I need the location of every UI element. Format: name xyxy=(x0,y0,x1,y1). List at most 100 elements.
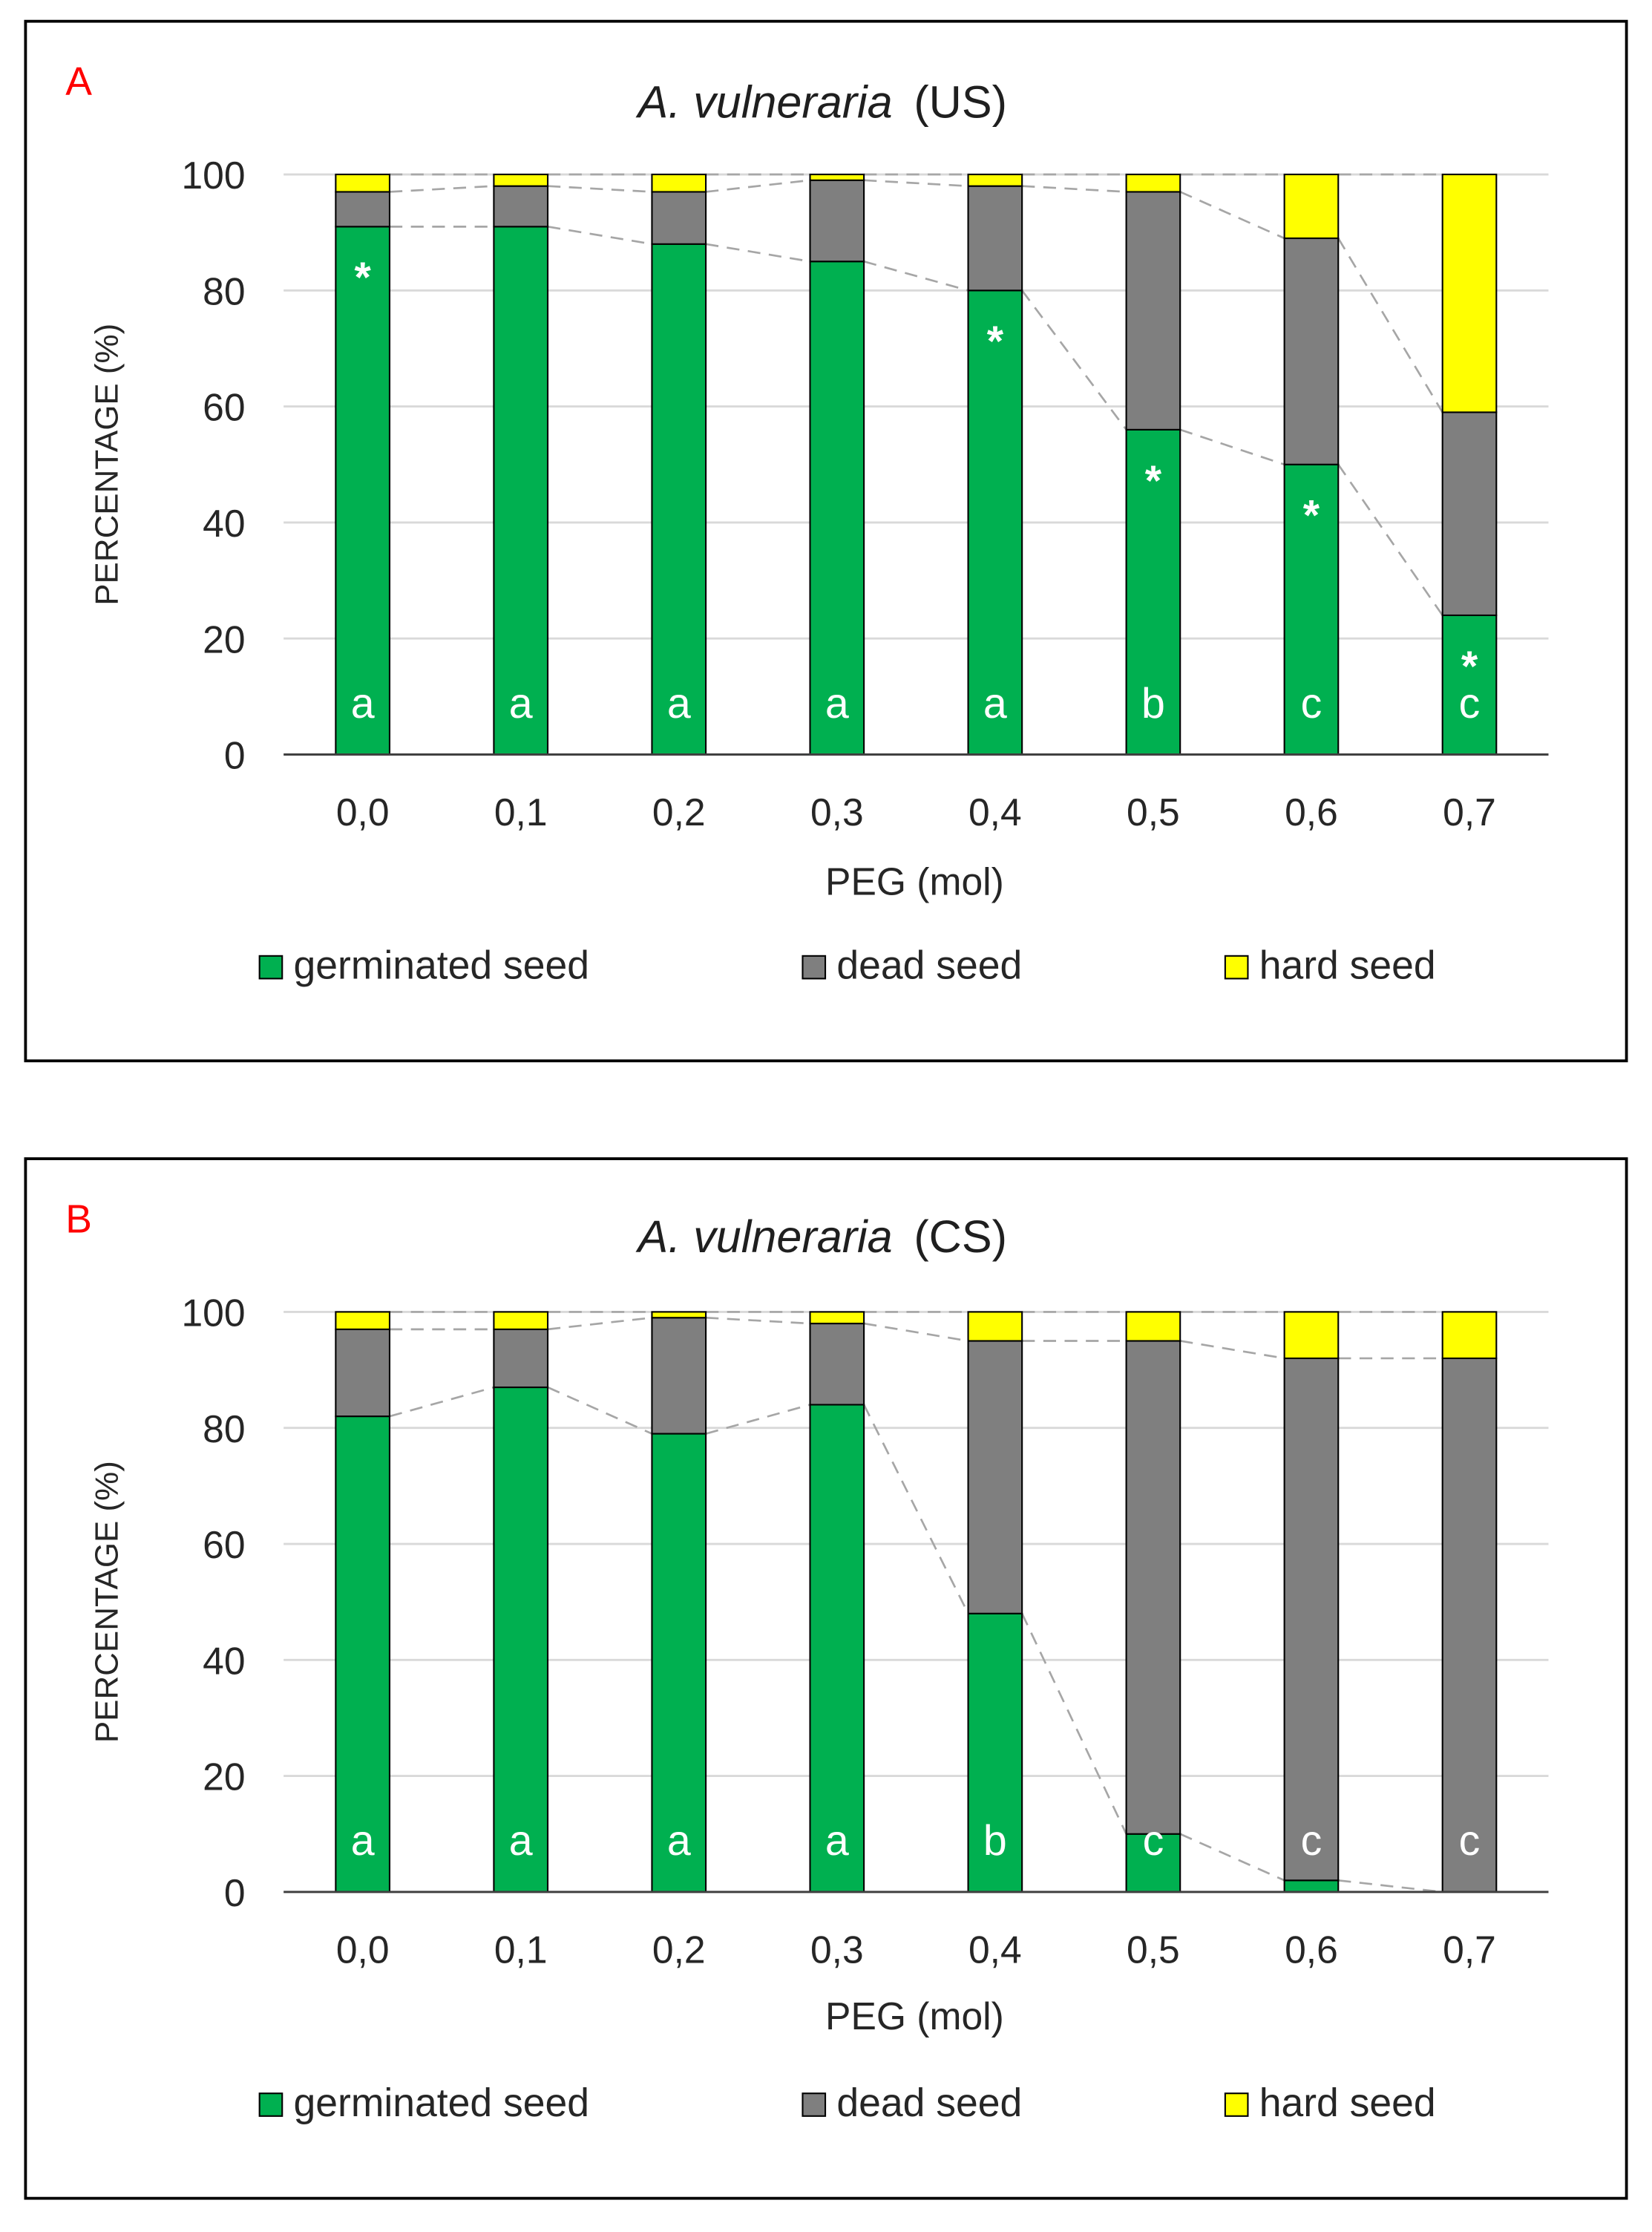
legend-item-dead-seed: dead seed xyxy=(802,2081,1022,2125)
y-tick-label-40: 40 xyxy=(203,1639,245,1682)
x-axis-label: PEG (mol) xyxy=(825,860,1004,903)
panel-label: B xyxy=(65,1197,92,1241)
y-tick-label-80: 80 xyxy=(203,1407,245,1450)
series-line-germinated-seed-5 xyxy=(1179,428,1285,466)
bar-annotations: a a a a a b c c***** xyxy=(351,254,1481,727)
bar-germinated-seed-0 xyxy=(335,226,391,756)
bar-germinated-seed-2 xyxy=(651,243,707,756)
y-axis-label: PERCENTAGE (%) xyxy=(89,324,125,606)
bar-dead-seed-3 xyxy=(809,179,865,263)
series-line-dead-seed-2 xyxy=(705,1316,810,1325)
legend-label-dead-seed: dead seed xyxy=(836,2081,1022,2125)
bar-germinated-seed-1 xyxy=(493,226,549,756)
bar-hard-seed-2 xyxy=(651,173,707,193)
y-axis-label: PERCENTAGE (%) xyxy=(89,1461,125,1743)
x-tick-label-3: 0,3 xyxy=(810,791,864,834)
series-lines xyxy=(389,1311,1443,1894)
y-tick-label-20: 20 xyxy=(203,618,245,661)
y-tick-label-100: 100 xyxy=(181,1292,245,1335)
chart-panel-b: B A. vulneraria (CS) 0 20 40 60 80 100 a a a a b c c… xyxy=(24,1157,1628,2200)
legend-swatch-germinated-seed xyxy=(258,955,283,980)
significance-letter-2: a xyxy=(667,1817,691,1865)
bar-germinated-seed-4 xyxy=(967,1612,1023,1893)
legend-swatch-germinated-seed xyxy=(258,2092,283,2117)
significance-letter-3: a xyxy=(825,1817,849,1865)
series-line-germinated-seed-6 xyxy=(1338,1879,1443,1894)
series-line-germinated-seed-2 xyxy=(705,1404,810,1435)
x-tick-label-2: 0,2 xyxy=(652,791,706,834)
x-tick-label-0: 0,0 xyxy=(336,791,390,834)
significance-letter-3: a xyxy=(825,680,849,727)
bar-germinated-seed-3 xyxy=(809,1404,865,1893)
bar-dead-seed-0 xyxy=(335,191,391,228)
bar-hard-seed-4 xyxy=(967,173,1023,187)
bar-hard-seed-3 xyxy=(809,1311,865,1325)
x-axis-label: PEG (mol) xyxy=(825,1994,1004,2038)
series-line-germinated-seed-4 xyxy=(1021,289,1127,431)
significance-letter-5: c xyxy=(1143,1817,1164,1865)
legend-swatch-hard-seed xyxy=(1224,955,1249,980)
stacked-bars xyxy=(335,173,1498,756)
legend-label-hard-seed: hard seed xyxy=(1259,943,1436,987)
y-tick-label-60: 60 xyxy=(203,1523,245,1566)
series-line-germinated-seed-0 xyxy=(389,1386,494,1418)
bar-hard-seed-6 xyxy=(1283,1311,1340,1359)
series-line-dead-seed-1 xyxy=(547,185,652,193)
x-tick-label-1: 0,1 xyxy=(494,1928,548,1971)
significance-asterisk-4: * xyxy=(987,318,1004,365)
bar-dead-seed-4 xyxy=(967,185,1023,292)
bar-hard-seed-6 xyxy=(1283,173,1340,240)
x-tick-label-1: 0,1 xyxy=(494,791,548,834)
series-lines xyxy=(389,173,1443,616)
legend-swatch-dead-seed xyxy=(802,955,827,980)
bar-dead-seed-5 xyxy=(1125,1340,1181,1835)
series-line-germinated-seed-3 xyxy=(862,1404,969,1614)
bar-dead-seed-4 xyxy=(967,1340,1023,1614)
significance-asterisk-7: * xyxy=(1461,643,1478,690)
x-axis-tick-labels: 0,0 0,1 0,2 0,3 0,4 0,5 0,6 0,7 xyxy=(336,1928,1496,1971)
bar-hard-seed-4 xyxy=(967,1311,1023,1342)
y-axis-tick-labels: 0 20 40 60 80 100 xyxy=(181,1292,245,1914)
bar-dead-seed-6 xyxy=(1283,237,1340,465)
y-tick-label-80: 80 xyxy=(203,269,245,312)
legend-item-germinated-seed: germinated seed xyxy=(258,2081,590,2125)
bar-hard-seed-3 xyxy=(809,173,865,181)
bar-dead-seed-0 xyxy=(335,1328,391,1418)
significance-letter-5: b xyxy=(1141,680,1165,727)
bar-hard-seed-5 xyxy=(1125,1311,1181,1342)
series-line-dead-seed-5 xyxy=(1179,1340,1285,1360)
y-axis-tick-labels: 0 20 40 60 80 100 xyxy=(181,154,245,776)
bar-hard-seed-7 xyxy=(1441,1311,1498,1359)
bar-hard-seed-1 xyxy=(493,173,549,187)
series-line-dead-seed-1 xyxy=(547,1316,652,1331)
bar-dead-seed-1 xyxy=(493,185,549,228)
panel-label: A xyxy=(65,60,92,104)
significance-asterisk-6: * xyxy=(1303,492,1320,540)
bar-germinated-seed-2 xyxy=(651,1433,707,1893)
y-tick-label-40: 40 xyxy=(203,502,245,545)
significance-letter-0: a xyxy=(351,680,375,727)
significance-letter-6: c xyxy=(1301,1817,1322,1865)
series-line-dead-seed-3 xyxy=(864,179,968,187)
bar-dead-seed-5 xyxy=(1125,191,1181,431)
x-tick-label-7: 0,7 xyxy=(1443,1928,1496,1971)
significance-letter-4: b xyxy=(983,1817,1007,1865)
bar-hard-seed-5 xyxy=(1125,173,1181,193)
legend-label-germinated-seed: germinated seed xyxy=(294,2081,590,2125)
chart-title-species: A. vulneraria xyxy=(635,77,893,128)
bar-dead-seed-7 xyxy=(1441,1357,1498,1893)
x-tick-label-6: 0,6 xyxy=(1285,1928,1338,1971)
series-line-germinated-seed-5 xyxy=(1179,1833,1285,1882)
legend-item-hard-seed: hard seed xyxy=(1224,943,1436,987)
bar-germinated-seed-6 xyxy=(1283,1879,1340,1893)
chart-title-treatment: (CS) xyxy=(914,1211,1007,1262)
series-line-germinated-seed-3 xyxy=(863,260,968,292)
bar-dead-seed-2 xyxy=(651,191,707,245)
bar-hard-seed-0 xyxy=(335,173,391,193)
legend: germinated seed dead seed hard seed xyxy=(258,2081,1436,2125)
x-tick-label-0: 0,0 xyxy=(336,1928,390,1971)
significance-letter-2: a xyxy=(667,680,691,727)
significance-letter-4: a xyxy=(983,680,1007,727)
bar-germinated-seed-1 xyxy=(493,1386,549,1893)
